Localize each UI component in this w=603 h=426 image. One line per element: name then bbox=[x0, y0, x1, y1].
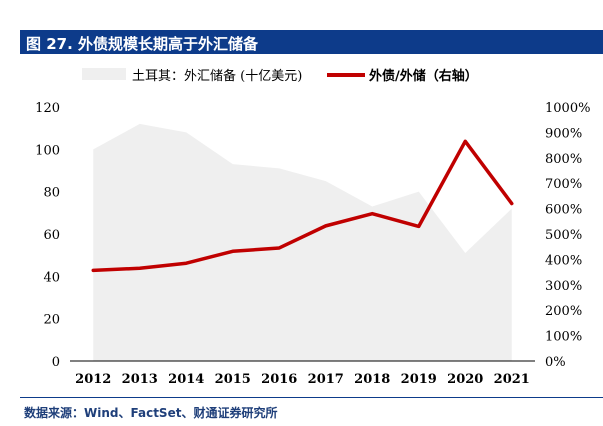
x-tick-label: 2019 bbox=[401, 372, 437, 387]
x-tick-label: 2021 bbox=[494, 372, 530, 387]
y-right-tick-label: 100% bbox=[545, 330, 582, 345]
y-left-tick-label: 40 bbox=[43, 270, 60, 285]
legend-line-label: 外债/外储（右轴） bbox=[369, 69, 478, 84]
y-right-tick-label: 600% bbox=[545, 203, 582, 218]
y-right-tick-label: 500% bbox=[545, 228, 582, 243]
y-left-tick-label: 100 bbox=[35, 143, 60, 158]
y-right-tick-label: 1000% bbox=[545, 101, 590, 116]
source-note: 数据来源：Wind、FactSet、财通证券研究所 bbox=[24, 406, 278, 420]
line-point bbox=[371, 212, 374, 215]
y-right-tick-label: 900% bbox=[545, 126, 582, 141]
legend-area-swatch bbox=[82, 68, 126, 80]
y-right-tick-label: 400% bbox=[545, 253, 582, 268]
y-left-tick-label: 0 bbox=[52, 355, 60, 370]
chart-legend: 土耳其：外汇储备 (十亿美元) 外债/外储（右轴） bbox=[0, 64, 603, 84]
line-point bbox=[464, 140, 467, 143]
y-right-tick-label: 200% bbox=[545, 304, 582, 319]
x-tick-label: 2016 bbox=[261, 372, 297, 387]
y-left-tick-label: 20 bbox=[43, 313, 60, 328]
x-tick-label: 2012 bbox=[75, 372, 111, 387]
x-tick-label: 2020 bbox=[447, 372, 483, 387]
y-right-tick-label: 300% bbox=[545, 279, 582, 294]
line-point bbox=[231, 250, 234, 253]
line-point bbox=[324, 224, 327, 228]
x-tick-label: 2018 bbox=[354, 372, 390, 387]
line-point bbox=[185, 262, 188, 265]
series-area-reserves bbox=[93, 123, 512, 361]
x-tick-label: 2017 bbox=[308, 372, 344, 387]
y-right-tick-label: 0% bbox=[545, 355, 566, 370]
line-point bbox=[138, 267, 141, 270]
line-point bbox=[510, 202, 513, 205]
y-right-tick-label: 800% bbox=[545, 152, 582, 167]
line-point bbox=[417, 225, 420, 228]
y-left-tick-label: 80 bbox=[43, 186, 60, 201]
y-right-tick-label: 700% bbox=[545, 177, 582, 192]
y-left-tick-label: 120 bbox=[35, 101, 60, 116]
line-point bbox=[278, 246, 281, 250]
x-tick-label: 2014 bbox=[168, 372, 204, 387]
legend-area-label: 土耳其：外汇储备 (十亿美元) bbox=[132, 69, 303, 84]
y-left-tick-label: 60 bbox=[43, 228, 60, 243]
figure-title: 图 27. 外债规模长期高于外汇储备 bbox=[26, 35, 259, 53]
x-tick-label: 2013 bbox=[122, 372, 158, 387]
line-point bbox=[92, 269, 95, 272]
x-tick-label: 2015 bbox=[215, 372, 251, 387]
figure-title-bar: 图 27. 外债规模长期高于外汇储备 bbox=[20, 30, 603, 54]
source-divider bbox=[20, 397, 603, 398]
legend-line-swatch bbox=[327, 73, 365, 77]
series-line-debt-to-reserves bbox=[91, 139, 514, 273]
